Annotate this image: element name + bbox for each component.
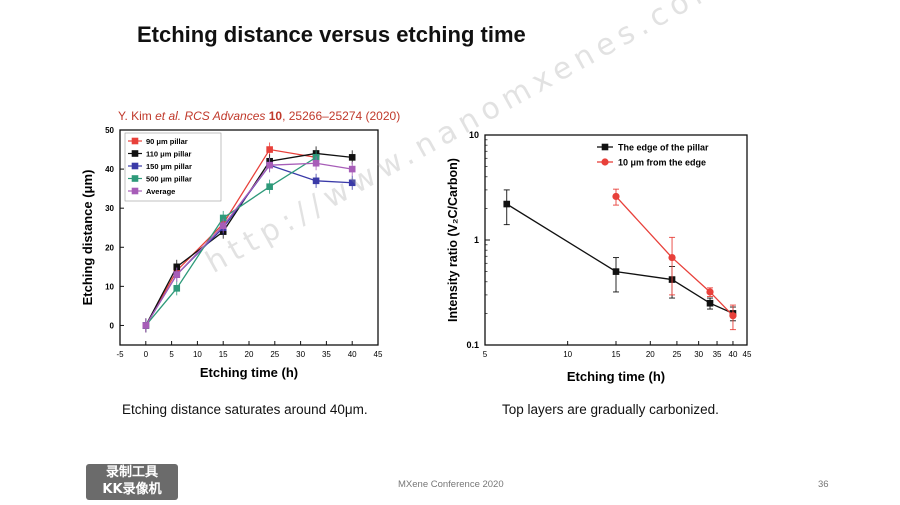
data-point (142, 322, 150, 329)
plot-frame (484, 134, 748, 346)
data-point (348, 179, 356, 187)
data-point (729, 312, 737, 320)
slide-title: Etching distance versus etching time (137, 22, 526, 47)
chart-intensity-ratio: 5 10 15 20 25 30 35 40 45 0.1 1 10 Etching time (h) I… (446, 130, 752, 384)
recorder-badge-line-2: KK录像机 (102, 482, 162, 497)
data-point (173, 263, 181, 271)
y-tick-label: 10 (105, 282, 114, 291)
data-point (173, 271, 181, 278)
data-point (266, 161, 273, 169)
series-line (145, 162, 353, 326)
legend-label: 10 μm from the edge (618, 158, 706, 168)
legend-label: 90 μm pillar (146, 137, 188, 146)
x-tick-label: 5 (169, 350, 174, 359)
x-tick-label: 40 (729, 350, 738, 359)
recorder-badge-line-1: 录制工具 (105, 465, 158, 480)
legend-label: 150 μm pillar (146, 162, 192, 171)
citation-etal: et al. (155, 109, 182, 123)
x-tick-label: -5 (116, 350, 124, 359)
y-tick-label: 50 (105, 126, 114, 135)
data-point (706, 299, 714, 307)
data-point (612, 192, 620, 201)
y-tick-label: 1 (474, 235, 479, 245)
legend-label: 110 μm pillar (146, 150, 192, 159)
data-point (612, 268, 620, 275)
y-tick-label: 30 (105, 204, 114, 213)
y-tick-label: 20 (105, 243, 114, 252)
data-point (219, 214, 227, 222)
x-tick-label: 45 (743, 350, 752, 359)
x-axis-label: Etching time (h) (567, 369, 665, 384)
data-point (266, 146, 273, 153)
data-point (348, 165, 356, 173)
chart-etching-distance: -5 0 5 10 15 20 25 30 35 40 45 0 10 20 30 40 50 Etching t… (80, 126, 383, 380)
legend-marker (131, 162, 139, 170)
y-axis-label: Intensity ratio (V₂C/Carbon) (446, 158, 460, 322)
data-point (266, 183, 273, 190)
citation-journal: RCS Advances (181, 109, 269, 123)
series-line (506, 203, 734, 314)
data-point (312, 159, 320, 167)
data-point (503, 200, 511, 208)
legend-marker (601, 158, 609, 166)
recorder-badge: 录制工具 KK录像机 (86, 464, 178, 500)
data-point (348, 154, 356, 161)
legend-marker (131, 187, 139, 195)
x-tick-label: 30 (694, 350, 703, 359)
x-tick-label: 30 (296, 350, 305, 359)
y-tick-label: 10 (469, 130, 479, 140)
data-point (173, 285, 181, 292)
legend-label: 500 μm pillar (146, 175, 192, 184)
x-tick-label: 40 (348, 350, 357, 359)
data-point (219, 222, 227, 230)
x-tick-label: 20 (646, 350, 655, 359)
x-tick-label: 45 (374, 350, 383, 359)
legend-marker (601, 143, 609, 151)
x-tick-label: 20 (245, 350, 254, 359)
legend-marker (131, 137, 139, 145)
data-point (312, 177, 320, 185)
x-tick-label: 25 (270, 350, 279, 359)
x-tick-label: 25 (672, 350, 681, 359)
x-tick-label: 10 (563, 350, 572, 359)
caption-right: Top layers are gradually carbonized. (502, 402, 719, 417)
citation: Y. Kim et al. RCS Advances 10, 25266–252… (118, 109, 400, 123)
page-number: 36 (818, 479, 829, 490)
y-axis-label: Etching distance (μm) (80, 170, 95, 306)
y-tick-label: 0 (110, 321, 115, 330)
series-line (615, 195, 734, 317)
y-tick-label: 0.1 (466, 340, 479, 350)
x-axis-label: Etching time (h) (200, 365, 298, 380)
data-point (706, 288, 714, 296)
x-tick-label: 10 (193, 350, 202, 359)
data-point (668, 253, 676, 262)
legend-label: The edge of the pillar (618, 143, 709, 153)
citation-volume: 10 (268, 109, 283, 123)
citation-authors: Y. Kim (118, 109, 156, 123)
x-tick-label: 35 (322, 350, 331, 359)
citation-pages: , 25266–25274 (2020) (282, 109, 401, 123)
legend-marker (131, 175, 139, 182)
footer-conference: MXene Conference 2020 (398, 479, 504, 490)
x-tick-label: 15 (612, 350, 621, 359)
y-tick-label: 40 (105, 165, 114, 174)
legend-label: Average (146, 187, 175, 196)
x-tick-label: 15 (219, 350, 228, 359)
caption-left: Etching distance saturates around 40μm. (122, 402, 368, 417)
x-tick-label: 35 (713, 350, 722, 359)
legend-marker (131, 150, 139, 157)
x-tick-label: 0 (144, 350, 149, 359)
x-tick-label: 5 (483, 350, 488, 359)
legend-box (124, 132, 222, 202)
